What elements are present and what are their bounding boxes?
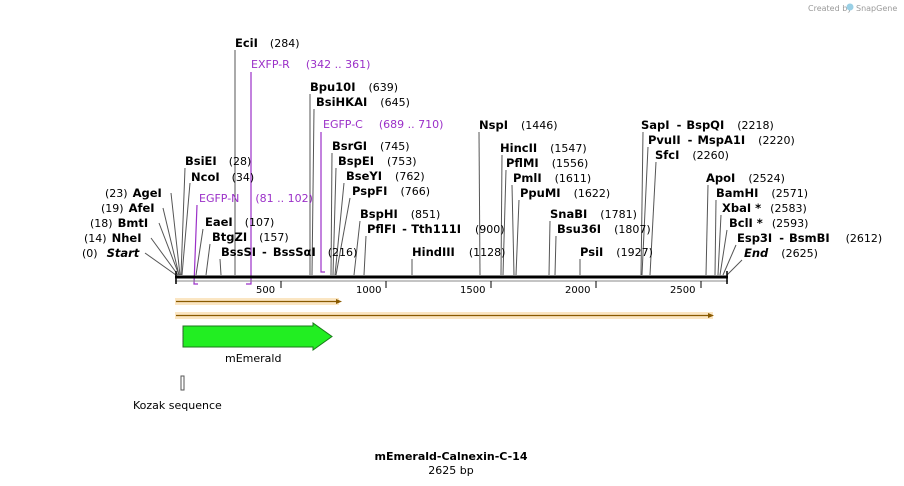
- snapgene-logo-icon: [846, 3, 854, 11]
- site-pflmi: PflMI (1556): [506, 156, 588, 170]
- orf-long-arrowhead: [708, 313, 714, 318]
- site-hincii: HincII (1547): [500, 141, 587, 155]
- credit-brand: SnapGene: [856, 4, 897, 13]
- kozak-label: Kozak sequence: [133, 399, 222, 412]
- site-pspfi: PspFI (766): [352, 184, 430, 198]
- axis-tick-1000: 1000: [356, 285, 381, 296]
- axis-tick-1500: 1500: [460, 285, 485, 296]
- site-psii: PsiI (1927): [580, 245, 653, 259]
- site-bsu36i: Bsu36I (1807): [557, 222, 651, 236]
- site-esp3i: Esp3I - BsmBI (2612): [737, 231, 882, 245]
- site-pvuii: PvuII - MspA1I (2220): [648, 133, 795, 147]
- site-sfci: SfcI (2260): [655, 148, 729, 162]
- site-start: (0) Start: [82, 246, 140, 260]
- sequence-backbone: [175, 271, 728, 284]
- site-btgzi: BtgZI (157): [212, 230, 289, 244]
- site-bsihkai: BsiHKAI (645): [316, 95, 410, 109]
- site-bpu10i: Bpu10I (639): [310, 80, 398, 94]
- site-pmli: PmlI (1611): [513, 171, 591, 185]
- leader-lines: [144, 50, 743, 276]
- site-ageI: (23) AgeI: [105, 186, 162, 200]
- site-sapi: SapI - BspQI (2218): [641, 118, 774, 132]
- site-bmtI: (18) BmtI: [90, 216, 148, 230]
- site-end: End (2625): [744, 246, 818, 260]
- map-subtitle: 2625 bp: [428, 464, 473, 477]
- kozak-feature-box: [180, 375, 185, 391]
- site-xbai: XbaI * (2583): [722, 201, 807, 215]
- site-bamhi: BamHI (2571): [716, 186, 808, 200]
- primer-egfp-n: EGFP-N (81 .. 102): [199, 192, 313, 205]
- axis-tick-2000: 2000: [565, 285, 590, 296]
- egfp-n-primer-mark: [193, 204, 198, 285]
- site-apoi: ApoI (2524): [706, 171, 785, 185]
- site-ncoi: NcoI (34): [191, 170, 254, 184]
- orf-short-arrowhead: [336, 299, 342, 304]
- site-ppumi: PpuMI (1622): [520, 186, 610, 200]
- axis-tick-2500: 2500: [670, 285, 695, 296]
- site-nspi: NspI (1446): [479, 118, 558, 132]
- egfp-c-primer-mark: [320, 132, 325, 273]
- axis-tick-500: 500: [256, 285, 275, 296]
- site-bcli: BclI * (2593): [729, 216, 808, 230]
- site-ecii: EciI (284): [235, 36, 300, 50]
- credit-prefix: Created by: [808, 4, 852, 13]
- site-hindiii: HindIII (1128): [412, 245, 505, 259]
- map-title: mEmerald-Calnexin-C-14: [375, 450, 528, 463]
- primer-egfp-c: EGFP-C (689 .. 710): [323, 118, 443, 131]
- site-pflfi: PflFI - Tth111I (900): [367, 222, 505, 236]
- site-snabi: SnaBI (1781): [550, 207, 637, 221]
- memerald-feature-arrow: [182, 322, 333, 351]
- exfp-r-primer-mark: [246, 72, 252, 285]
- site-bseyi: BseYI (762): [346, 169, 425, 183]
- axis-ticks: [280, 281, 702, 288]
- site-nheI: (14) NheI: [84, 231, 141, 245]
- site-bspei: BspEI (753): [338, 154, 417, 168]
- primer-exfp-r: EXFP-R (342 .. 361): [251, 58, 370, 71]
- memerald-label: mEmerald: [225, 352, 281, 365]
- site-eaei: EaeI (107): [205, 215, 274, 229]
- site-bsphi: BspHI (851): [360, 207, 440, 221]
- site-afeI: (19) AfeI: [101, 201, 155, 215]
- site-bsrgi: BsrGI (745): [332, 139, 410, 153]
- site-bsiei: BsiEI (28): [185, 154, 251, 168]
- site-bsssi: BssSI - BssSαI (216): [221, 245, 357, 259]
